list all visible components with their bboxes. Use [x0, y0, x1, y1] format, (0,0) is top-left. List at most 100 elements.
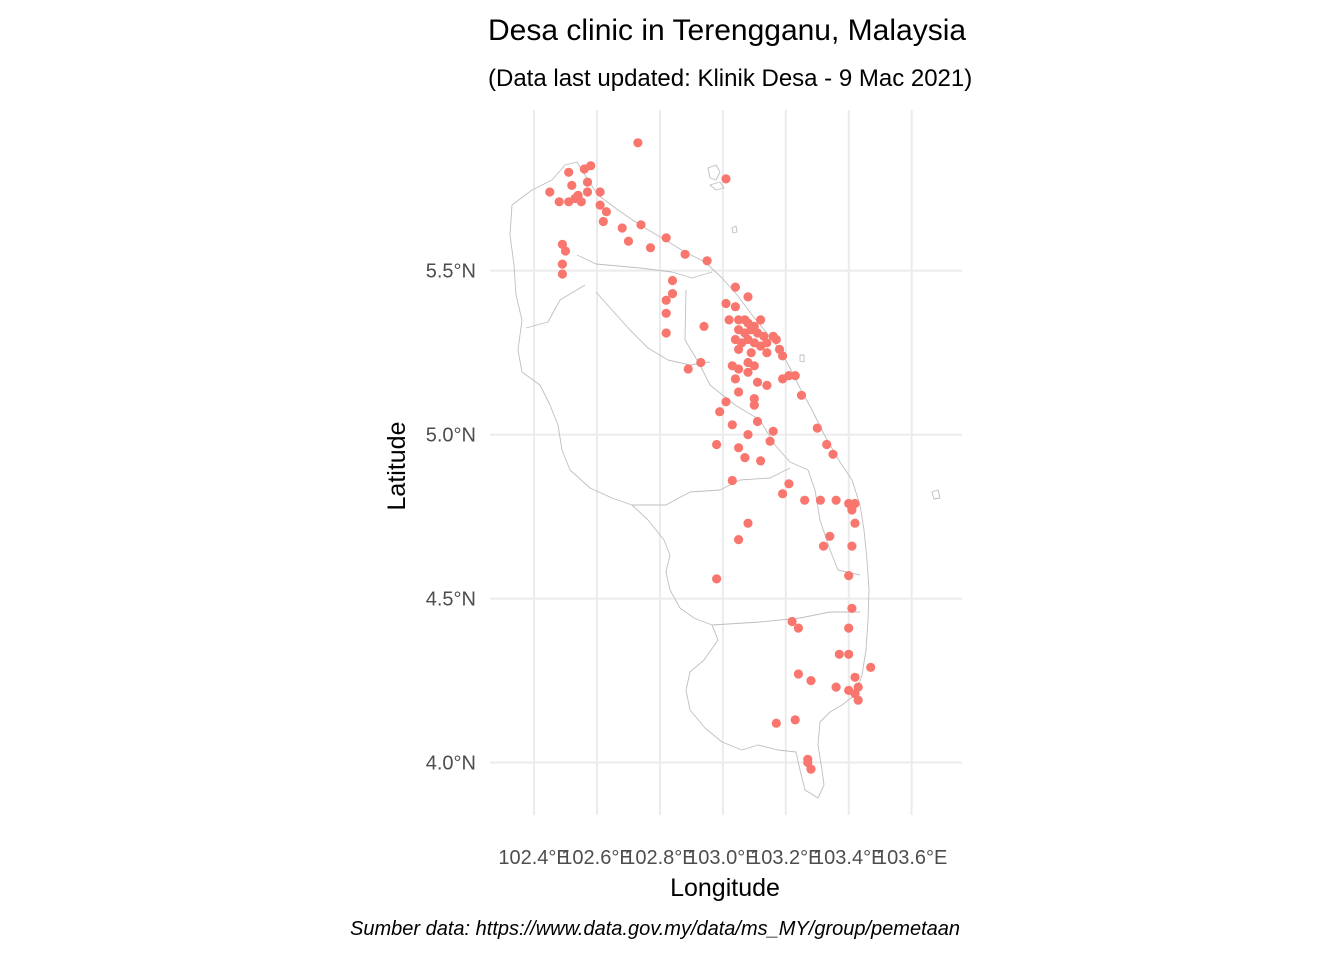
clinic-point	[828, 449, 838, 459]
clinic-point	[702, 256, 712, 266]
clinic-point	[582, 187, 593, 197]
clinic-point	[721, 397, 731, 407]
clinic-point	[743, 367, 753, 377]
clinic-point	[724, 315, 734, 325]
clinic-point	[696, 357, 706, 368]
state-outline	[509, 161, 870, 799]
clinic-point	[749, 394, 759, 404]
clinic-point	[557, 259, 568, 269]
x-axis-title: Longitude	[670, 874, 780, 902]
clinic-point	[784, 371, 794, 381]
clinic-point	[847, 505, 857, 515]
clinic-point	[712, 574, 722, 584]
y-tick-label: 4.5°N	[426, 589, 476, 611]
clinic-point	[866, 662, 876, 673]
clinic-point	[850, 518, 860, 528]
clinic-point	[831, 682, 841, 692]
clinic-point	[844, 623, 854, 633]
clinic-point	[790, 715, 800, 725]
clinic-point	[730, 302, 741, 312]
clinic-point	[847, 541, 857, 551]
clinic-point	[825, 531, 835, 541]
clinic-point	[721, 298, 731, 309]
clinic-point	[822, 439, 832, 450]
clinic-point	[762, 338, 772, 348]
clinic-point	[661, 233, 671, 243]
caption: Sumber data: https://www.data.gov.my/dat…	[350, 918, 960, 940]
clinic-point	[586, 161, 596, 171]
x-tick-label: 103.0°E	[687, 847, 758, 869]
district-boundary	[711, 611, 860, 626]
clinic-point	[727, 475, 737, 486]
clinic-point	[601, 207, 612, 217]
district-boundary	[525, 284, 586, 329]
clinic-point	[743, 430, 753, 440]
clinic-point	[790, 371, 800, 381]
district-boundary	[807, 469, 861, 576]
state-district-boundaries	[509, 161, 941, 799]
x-tick-label: 102.4°E	[498, 847, 569, 869]
clinic-point	[771, 334, 781, 345]
clinic-point	[567, 180, 577, 190]
clinic-point	[645, 243, 656, 253]
clinic-point	[557, 269, 568, 279]
clinic-point	[793, 669, 804, 679]
clinic-point	[815, 495, 826, 505]
x-tick-label: 103.6°E	[876, 847, 947, 869]
island-outline	[731, 225, 738, 234]
clinic-point	[721, 174, 731, 184]
island-outline	[709, 181, 725, 191]
clinic-point	[699, 321, 709, 331]
district-boundary	[576, 254, 713, 279]
clinic-point	[749, 361, 759, 371]
clinic-point	[818, 541, 829, 551]
clinic-point	[545, 187, 555, 197]
chart-subtitle: (Data last updated: Klinik Desa - 9 Mac …	[488, 65, 972, 92]
clinic-point	[734, 344, 744, 354]
clinic-point	[784, 479, 794, 489]
clinic-point	[844, 649, 854, 659]
clinic-point	[756, 315, 766, 325]
clinic-point	[800, 495, 810, 505]
district-boundary	[684, 289, 701, 366]
clinic-point	[661, 295, 671, 305]
clinic-point	[730, 282, 741, 292]
clinic-point	[796, 390, 807, 400]
clinic-point	[743, 292, 753, 302]
clinic-point	[734, 443, 744, 453]
x-tick-label: 103.4°E	[813, 847, 884, 869]
clinic-point	[683, 364, 693, 374]
clinic-point	[734, 364, 744, 374]
clinic-point	[727, 420, 737, 430]
clinic-point	[661, 308, 671, 318]
clinic-point	[806, 764, 816, 774]
clinic-point	[667, 275, 678, 286]
clinic-point	[730, 374, 741, 384]
clinic-point	[834, 649, 844, 659]
clinic-point	[806, 676, 816, 686]
clinic-point	[847, 603, 857, 614]
y-axis-title: Latitude	[383, 422, 411, 511]
island-outline	[931, 489, 941, 500]
clinic-point	[778, 351, 788, 361]
clinic-point	[595, 200, 605, 210]
clinic-point	[768, 426, 778, 436]
clinic-point	[756, 456, 766, 466]
clinic-point	[680, 249, 690, 259]
clinic-point	[771, 718, 781, 728]
y-tick-label: 5.5°N	[426, 261, 476, 283]
clinic-point	[787, 616, 797, 627]
axis-ticks: 102.4°E102.6°E102.8°E103.0°E103.2°E103.4…	[426, 261, 948, 869]
y-tick-label: 4.0°N	[426, 753, 476, 775]
clinic-point	[743, 518, 753, 528]
clinic-point	[554, 197, 564, 207]
chart-title: Desa clinic in Terengganu, Malaysia	[488, 14, 966, 47]
clinic-point	[582, 177, 593, 187]
clinic-point	[633, 138, 643, 148]
x-tick-label: 103.2°E	[750, 847, 821, 869]
clinic-point	[812, 423, 822, 433]
clinic-point	[715, 407, 725, 417]
clinic-point	[734, 535, 744, 545]
clinic-point	[576, 197, 586, 207]
clinic-point	[752, 416, 763, 427]
